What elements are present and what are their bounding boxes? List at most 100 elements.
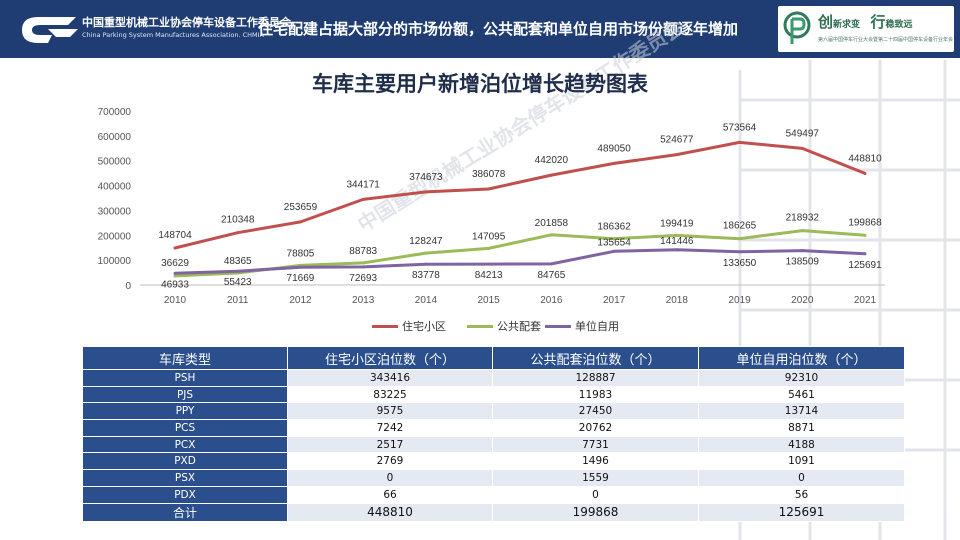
data-point	[800, 249, 804, 253]
conference-badge: 创新求变 行稳致远 第六届中国停车行业大会暨第二十四届中国停车设备行业年会	[778, 6, 954, 52]
data-label: 78805	[287, 248, 315, 259]
table-cell: 92310	[698, 369, 905, 387]
data-point	[612, 249, 616, 253]
data-label: 55423	[224, 277, 252, 288]
y-tick-label: 500000	[98, 157, 132, 168]
x-tick-label: 2015	[478, 295, 501, 306]
data-point	[863, 252, 867, 256]
data-point	[173, 274, 177, 278]
data-point	[173, 246, 177, 250]
table-cell: PJS	[82, 385, 288, 404]
data-label: 46933	[161, 279, 189, 290]
table-row: PXD 2769 1496 1091	[82, 452, 905, 471]
data-label: 71669	[287, 273, 315, 284]
x-tick-label: 2010	[164, 295, 187, 306]
data-label: 448810	[848, 153, 882, 164]
data-point	[173, 271, 177, 275]
table-cell: 66	[287, 485, 493, 504]
table-cell: 27450	[492, 402, 699, 421]
table-cell: 2769	[287, 452, 493, 471]
data-label: 48365	[224, 256, 252, 267]
data-point	[298, 265, 302, 269]
table-cell: 9575	[287, 402, 493, 421]
table-header-row: 车库类型 住宅小区泊位数（个） 公共配套泊位数（个） 单位自用泊位数（个）	[82, 346, 905, 370]
table-cell: 1496	[492, 452, 699, 471]
table-cell: 83225	[287, 385, 493, 404]
table-header-cell: 单位自用泊位数（个）	[698, 346, 905, 370]
data-label: 186362	[597, 222, 631, 233]
slide-title: 住宅配建占据大部分的市场份额，公共配套和单位自用市场份额逐年增加	[258, 20, 739, 38]
data-point	[236, 231, 240, 235]
legend-item: 公共配套	[467, 318, 541, 334]
conference-slogan: 创新求变 行稳致远	[818, 13, 913, 31]
data-label: 133650	[723, 258, 757, 269]
data-label: 72693	[349, 273, 377, 284]
data-label: 386078	[472, 169, 506, 180]
table-cell: PDX	[82, 485, 288, 504]
table-header-cell: 车库类型	[82, 346, 288, 370]
y-tick-label: 600000	[98, 132, 132, 143]
table-header-cell: 公共配套泊位数（个）	[492, 346, 699, 370]
table-header-cell: 住宅小区泊位数（个）	[287, 346, 493, 370]
table-cell: 13714	[698, 402, 905, 421]
data-point	[487, 246, 491, 250]
data-point	[612, 237, 616, 241]
table-cell: 1091	[698, 452, 905, 471]
table-cell: 11983	[492, 385, 699, 404]
data-point	[361, 197, 365, 201]
line-chart: 0 100000 200000 300000 400000 500000 600000 700…	[98, 107, 885, 306]
x-tick-label: 2017	[603, 295, 626, 306]
header-bar: 中国重型机械工业协会停车设备工作委员会 China Parking System…	[0, 0, 960, 58]
data-point	[424, 251, 428, 255]
x-tick-label: 2020	[791, 295, 814, 306]
table-cell: 56	[698, 485, 905, 504]
table-total-row: 合计 448810 199868 125691	[82, 502, 905, 522]
table-row: PCS 7242 20762 8871	[82, 419, 905, 437]
data-label: 128247	[409, 236, 443, 247]
data-point	[487, 187, 491, 191]
org-name-en: China Parking System Manufactures Associ…	[82, 31, 264, 39]
data-point	[738, 237, 742, 241]
table-cell: PXD	[82, 452, 288, 471]
table-cell: 343416	[287, 369, 493, 387]
table-cell: 20762	[492, 419, 699, 437]
legend-swatch	[467, 324, 493, 328]
data-point	[863, 171, 867, 175]
table-cell: 0	[698, 469, 905, 487]
data-point	[487, 262, 491, 266]
data-label: 253659	[284, 202, 318, 213]
y-tick-label: 100000	[98, 256, 132, 267]
table-cell: PCS	[82, 419, 288, 437]
data-label: 218932	[786, 213, 820, 224]
data-point	[738, 250, 742, 254]
table-cell: 0	[287, 469, 493, 487]
table-cell: PCX	[82, 435, 288, 454]
data-point	[549, 173, 553, 177]
y-tick-label: 200000	[98, 231, 132, 242]
table-cell: 4188	[698, 435, 905, 454]
data-point	[612, 161, 616, 165]
data-label: 84213	[475, 270, 503, 281]
data-label: 125691	[848, 260, 882, 271]
conference-logo-icon	[783, 11, 811, 44]
data-label: 489050	[597, 143, 631, 154]
data-label: 442020	[535, 155, 569, 166]
x-tick-label: 2012	[289, 295, 312, 306]
data-point	[863, 233, 867, 237]
data-point	[800, 146, 804, 150]
x-tick-label: 2018	[666, 295, 689, 306]
x-tick-label: 2014	[415, 295, 438, 306]
chart-title: 车库主要用户新增泊位增长趋势图表	[312, 71, 648, 96]
data-label: 199419	[660, 218, 694, 229]
y-tick-label: 400000	[98, 182, 132, 193]
data-label: 199868	[848, 217, 882, 228]
data-label: 83778	[412, 270, 440, 281]
association-logo-icon	[22, 17, 78, 43]
org-name-cn: 中国重型机械工业协会停车设备工作委员会	[82, 16, 291, 29]
table-row: PDX 66 0 56	[82, 485, 905, 504]
data-point	[236, 269, 240, 273]
data-label: 374673	[409, 172, 443, 183]
data-label: 573564	[723, 122, 757, 133]
table-cell: PSX	[82, 469, 288, 487]
data-point	[549, 262, 553, 266]
